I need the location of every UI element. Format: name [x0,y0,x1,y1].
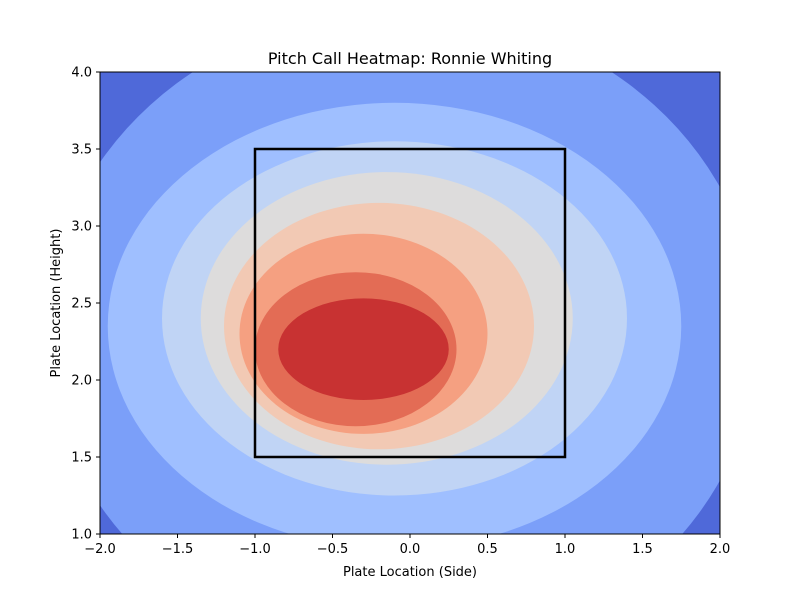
x-tick-label: −0.5 [317,542,349,557]
contour-level-9 [278,298,449,401]
y-tick-label: 2.0 [71,374,92,389]
chart-title: Pitch Call Heatmap: Ronnie Whiting [268,49,552,68]
y-axis-label: Plate Location (Height) [49,229,64,378]
x-tick-label: −2.0 [84,542,116,557]
x-tick-label: 2.0 [710,542,731,557]
x-axis-label: Plate Location (Side) [343,565,477,580]
x-tick-label: −1.0 [239,542,271,557]
x-tick-label: 0.5 [477,542,498,557]
x-tick-label: −1.5 [162,542,194,557]
y-tick-label: 1.0 [71,528,92,543]
x-axis: −2.0 −1.5 −1.0 −0.5 0.0 0.5 1.0 1.5 2.0 [84,534,730,557]
x-tick-label: 1.0 [555,542,576,557]
strike-zone [253,147,567,459]
y-tick-label: 1.5 [71,451,92,466]
y-tick-label: 3.5 [71,143,92,158]
y-tick-label: 4.0 [71,66,92,81]
y-axis: 1.0 1.5 2.0 2.5 3.0 3.5 4.0 [71,66,100,543]
y-tick-label: 3.0 [71,220,92,235]
x-tick-label: 0.0 [400,542,421,557]
x-tick-label: 1.5 [632,542,653,557]
y-tick-label: 2.5 [71,297,92,312]
